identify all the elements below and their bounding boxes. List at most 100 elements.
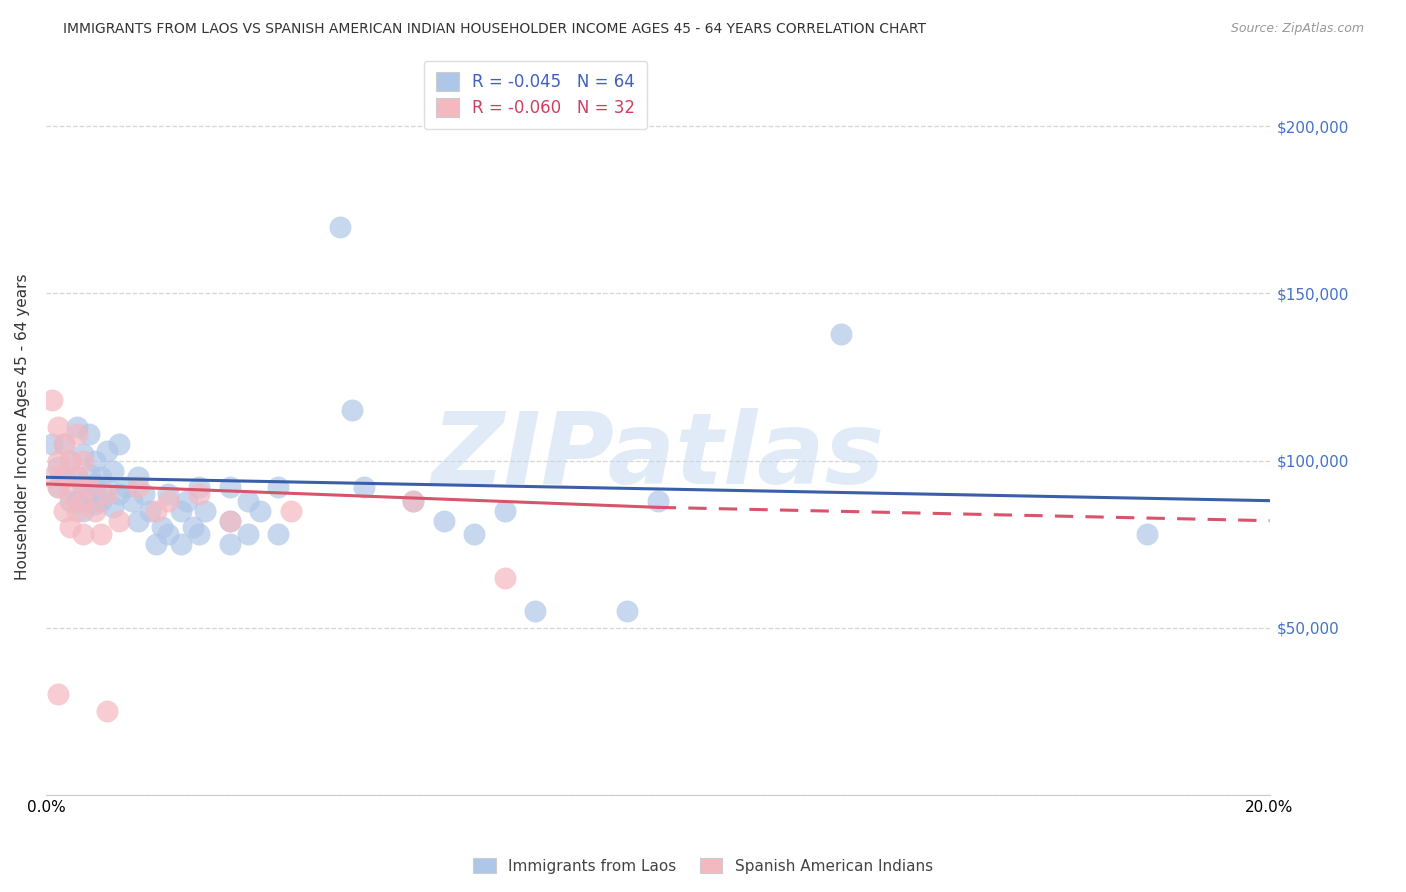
Point — [72, 504, 94, 518]
Point — [108, 437, 131, 451]
Point — [127, 514, 149, 528]
Point — [46, 480, 69, 494]
Point — [72, 453, 94, 467]
Point — [114, 480, 136, 494]
Point — [353, 480, 375, 494]
Point — [65, 504, 87, 518]
Point — [169, 537, 191, 551]
Point — [53, 470, 76, 484]
Point — [218, 537, 240, 551]
Point — [236, 493, 259, 508]
Point — [53, 504, 76, 518]
Point — [145, 504, 167, 518]
Point — [236, 527, 259, 541]
Text: ZIPatlas: ZIPatlas — [432, 408, 884, 505]
Point — [96, 704, 118, 718]
Point — [84, 477, 107, 491]
Point — [84, 497, 107, 511]
Point — [249, 504, 271, 518]
Point — [72, 527, 94, 541]
Point — [150, 520, 173, 534]
Point — [77, 467, 100, 481]
Point — [46, 480, 69, 494]
Point — [132, 487, 155, 501]
Point — [84, 504, 107, 518]
Point — [218, 514, 240, 528]
Point — [41, 393, 63, 408]
Point — [84, 453, 107, 467]
Point — [402, 493, 425, 508]
Point — [59, 520, 82, 534]
Point — [65, 470, 87, 484]
Point — [121, 493, 143, 508]
Point — [59, 487, 82, 501]
Point — [157, 493, 180, 508]
Point — [108, 514, 131, 528]
Point — [41, 437, 63, 451]
Point — [53, 437, 76, 451]
Point — [524, 604, 547, 618]
Point — [90, 470, 112, 484]
Point — [103, 464, 125, 478]
Point — [329, 219, 352, 234]
Point — [340, 403, 363, 417]
Point — [494, 504, 516, 518]
Point — [53, 470, 76, 484]
Point — [72, 493, 94, 508]
Point — [218, 514, 240, 528]
Point — [267, 527, 290, 541]
Point — [90, 527, 112, 541]
Point — [494, 570, 516, 584]
Point — [65, 420, 87, 434]
Point — [46, 420, 69, 434]
Point — [96, 480, 118, 494]
Point — [463, 527, 485, 541]
Point — [46, 688, 69, 702]
Point — [647, 493, 669, 508]
Point — [267, 480, 290, 494]
Point — [96, 443, 118, 458]
Point — [53, 437, 76, 451]
Point — [96, 487, 118, 501]
Point — [145, 537, 167, 551]
Y-axis label: Householder Income Ages 45 - 64 years: Householder Income Ages 45 - 64 years — [15, 274, 30, 581]
Point — [59, 453, 82, 467]
Point — [41, 470, 63, 484]
Point — [127, 480, 149, 494]
Point — [187, 487, 209, 501]
Point — [46, 453, 69, 467]
Point — [187, 480, 209, 494]
Point — [103, 500, 125, 515]
Point — [169, 504, 191, 518]
Point — [157, 527, 180, 541]
Text: Source: ZipAtlas.com: Source: ZipAtlas.com — [1230, 22, 1364, 36]
Point — [194, 504, 217, 518]
Point — [72, 480, 94, 494]
Point — [181, 520, 204, 534]
Point — [616, 604, 638, 618]
Point — [127, 470, 149, 484]
Point — [433, 514, 456, 528]
Point — [59, 493, 82, 508]
Point — [77, 487, 100, 501]
Point — [157, 487, 180, 501]
Point — [218, 480, 240, 494]
Point — [280, 504, 302, 518]
Point — [830, 326, 852, 341]
Point — [402, 493, 425, 508]
Point — [59, 453, 82, 467]
Point — [65, 426, 87, 441]
Point — [1136, 527, 1159, 541]
Point — [65, 470, 87, 484]
Point — [176, 493, 198, 508]
Legend: Immigrants from Laos, Spanish American Indians: Immigrants from Laos, Spanish American I… — [467, 852, 939, 880]
Point — [90, 493, 112, 508]
Point — [139, 504, 162, 518]
Point — [187, 527, 209, 541]
Point — [77, 426, 100, 441]
Point — [77, 480, 100, 494]
Point — [108, 487, 131, 501]
Point — [46, 460, 69, 475]
Point — [65, 493, 87, 508]
Legend: R = -0.045   N = 64, R = -0.060   N = 32: R = -0.045 N = 64, R = -0.060 N = 32 — [423, 61, 647, 129]
